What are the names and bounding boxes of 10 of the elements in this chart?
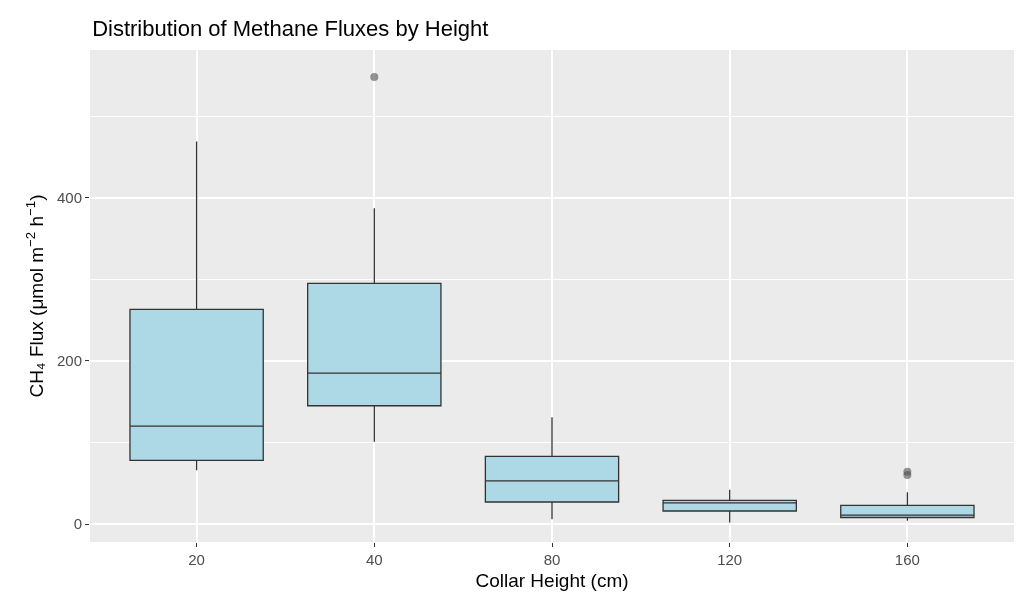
chart-title: Distribution of Methane Fluxes by Height — [92, 16, 489, 42]
y-tick-label: 400 — [56, 188, 82, 206]
x-tick-label: 120 — [717, 551, 743, 568]
x-tick-label: 20 — [188, 551, 205, 568]
y-tick-label: 0 — [73, 515, 82, 533]
x-axis-title: Collar Height (cm) — [475, 569, 629, 591]
x-tick-label: 160 — [894, 551, 920, 568]
x-tick-label: 80 — [543, 551, 561, 568]
y-tick-label: 200 — [56, 352, 82, 370]
x-tick-label: 40 — [365, 551, 383, 568]
